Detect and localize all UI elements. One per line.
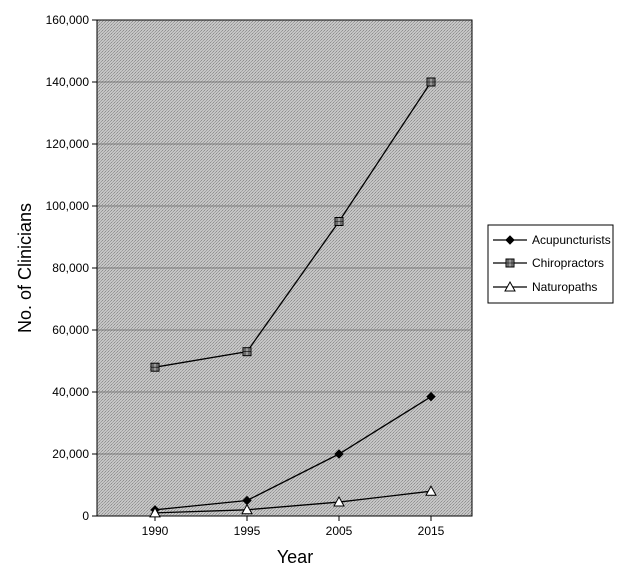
series-chiropractors bbox=[150, 77, 436, 372]
y-tick-label-7: 140,000 bbox=[46, 75, 90, 89]
x-tick-label-2: 2005 bbox=[326, 524, 353, 538]
x-tick-label-1: 1995 bbox=[234, 524, 261, 538]
x-tick-label-0: 1990 bbox=[142, 524, 169, 538]
legend-label-acupuncturists: Acupuncturists bbox=[532, 233, 611, 247]
data-point-chiropractors-1 bbox=[242, 347, 252, 357]
legend-marker-acupuncturists bbox=[505, 235, 515, 245]
data-point-chiropractors-0 bbox=[150, 362, 160, 372]
y-tick-label-6: 120,000 bbox=[46, 137, 90, 151]
y-axis-title: No. of Clinicians bbox=[15, 203, 35, 333]
series-naturopaths bbox=[149, 485, 437, 518]
series-line-acupuncturists bbox=[154, 396, 432, 511]
y-tick-label-8: 160,000 bbox=[46, 13, 90, 27]
x-axis-title: Year bbox=[277, 547, 313, 567]
legend-marker-chiropractors-hatch bbox=[506, 259, 514, 267]
y-tick-labels: 0 20,000 40,000 60,000 80,000 100,000 120,000 1… bbox=[46, 13, 90, 523]
data-point-chiropractors-3-hatch bbox=[427, 78, 435, 86]
series-line-naturopaths bbox=[154, 490, 432, 514]
data-point-chiropractors-0-hatch bbox=[151, 363, 159, 372]
legend-item-acupuncturists: Acupuncturists bbox=[493, 233, 611, 247]
data-point-acupuncturists-2 bbox=[334, 449, 344, 459]
legend: Acupuncturists Chiropractors Naturopaths bbox=[487, 224, 614, 304]
data-point-chiropractors-2 bbox=[334, 217, 344, 226]
data-point-chiropractors-3 bbox=[426, 77, 436, 87]
data-point-chiropractors-1-hatch bbox=[243, 347, 251, 356]
gridlines bbox=[97, 81, 472, 455]
y-tick-label-1: 20,000 bbox=[52, 447, 89, 461]
y-tick-label-5: 100,000 bbox=[46, 199, 90, 213]
data-point-naturopaths-3 bbox=[425, 485, 437, 496]
legend-label-chiropractors: Chiropractors bbox=[532, 256, 604, 270]
data-point-acupuncturists-3 bbox=[426, 391, 436, 402]
data-point-naturopaths-1 bbox=[241, 503, 253, 515]
series-layer bbox=[149, 77, 437, 518]
y-tick-label-4: 80,000 bbox=[52, 261, 89, 275]
x-tick-label-3: 2015 bbox=[418, 524, 445, 538]
y-tick-label-2: 40,000 bbox=[52, 385, 89, 399]
legend-marker-chiropractors bbox=[505, 258, 515, 268]
series-line-chiropractors bbox=[154, 81, 432, 368]
data-point-chiropractors-2-hatch bbox=[335, 217, 343, 226]
data-point-naturopaths-2 bbox=[333, 496, 345, 507]
y-tick-label-0: 0 bbox=[82, 509, 89, 523]
x-tick-labels: 1990 1995 2005 2015 bbox=[142, 524, 445, 538]
legend-item-naturopaths: Naturopaths bbox=[493, 280, 597, 294]
legend-label-naturopaths: Naturopaths bbox=[532, 280, 597, 294]
legend-item-chiropractors: Chiropractors bbox=[493, 256, 604, 270]
legend-marker-naturopaths bbox=[504, 280, 516, 292]
data-point-naturopaths-0 bbox=[149, 506, 161, 518]
y-tick-label-3: 60,000 bbox=[52, 323, 89, 337]
